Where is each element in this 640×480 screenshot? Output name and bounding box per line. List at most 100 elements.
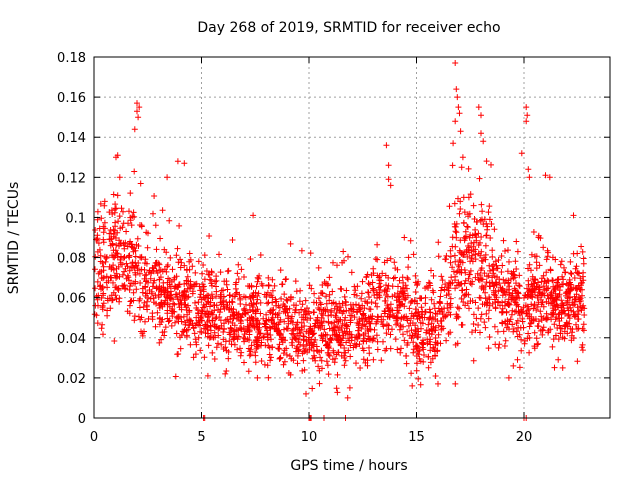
data-point — [366, 344, 372, 351]
data-point — [500, 276, 507, 283]
data-point — [286, 353, 293, 359]
data-point — [517, 312, 523, 319]
data-point — [451, 221, 458, 227]
data-point — [288, 330, 295, 337]
data-point — [492, 304, 499, 311]
data-point — [287, 294, 294, 301]
data-point — [206, 334, 213, 341]
data-point — [351, 314, 358, 321]
data-point — [334, 323, 341, 330]
data-point — [167, 294, 174, 301]
data-point — [438, 287, 444, 294]
data-point — [250, 212, 257, 219]
data-point — [504, 317, 511, 324]
data-point — [580, 255, 587, 262]
data-point — [263, 317, 270, 324]
data-point — [197, 287, 204, 294]
data-point — [376, 289, 383, 296]
data-point — [438, 306, 445, 313]
data-point — [283, 306, 290, 313]
data-point — [503, 277, 510, 284]
data-point — [365, 289, 372, 296]
data-point — [548, 289, 555, 296]
data-point — [230, 306, 237, 313]
data-point — [550, 298, 557, 305]
data-point — [315, 264, 322, 271]
data-point — [185, 278, 192, 285]
data-point — [364, 326, 371, 333]
data-point — [176, 290, 183, 296]
data-point — [478, 112, 484, 119]
data-point — [428, 267, 434, 274]
data-point — [123, 275, 130, 282]
data-point — [565, 312, 572, 319]
data-point — [127, 298, 134, 305]
data-point — [150, 279, 157, 286]
data-point — [192, 269, 199, 276]
data-point — [580, 260, 587, 267]
data-point — [516, 364, 523, 371]
data-point — [452, 228, 459, 235]
data-point — [365, 333, 372, 340]
data-point — [128, 297, 135, 304]
data-point — [189, 320, 196, 327]
data-point — [231, 328, 238, 335]
data-point — [126, 267, 133, 274]
data-point — [416, 313, 423, 320]
data-point — [177, 334, 183, 341]
data-point — [580, 277, 587, 284]
data-point — [456, 110, 463, 117]
data-point — [462, 235, 469, 242]
data-point — [172, 373, 179, 380]
data-point — [498, 253, 505, 259]
data-point — [398, 316, 405, 322]
data-point — [225, 318, 232, 325]
data-point — [325, 343, 332, 350]
data-point — [308, 285, 315, 292]
data-point — [444, 300, 451, 307]
data-point — [268, 316, 275, 323]
data-point — [202, 330, 209, 337]
data-point — [246, 283, 253, 290]
data-point — [180, 328, 187, 335]
data-point — [328, 320, 335, 327]
data-point — [579, 248, 586, 255]
data-point — [368, 272, 375, 279]
data-point — [581, 312, 588, 318]
data-point — [454, 304, 461, 311]
data-point — [323, 358, 330, 365]
data-point — [345, 253, 351, 260]
data-point — [486, 294, 493, 301]
data-point — [403, 313, 410, 320]
data-point — [517, 324, 524, 331]
data-point — [455, 262, 462, 268]
data-point — [449, 162, 456, 169]
data-point — [281, 318, 288, 325]
data-point — [555, 356, 562, 363]
data-point — [487, 267, 493, 274]
data-point — [114, 152, 121, 159]
data-point — [150, 210, 156, 217]
data-point — [541, 278, 548, 285]
data-point — [567, 258, 574, 265]
data-point — [268, 336, 274, 343]
data-point — [325, 312, 332, 319]
data-point — [114, 273, 121, 280]
data-point — [445, 284, 452, 291]
data-point — [442, 281, 449, 288]
data-point — [191, 330, 198, 337]
data-point — [340, 248, 347, 255]
data-point — [470, 321, 477, 327]
data-point — [278, 295, 285, 302]
data-point — [462, 277, 469, 284]
data-point — [495, 288, 502, 295]
data-point — [438, 273, 445, 280]
data-point — [470, 243, 477, 250]
data-point — [149, 283, 156, 290]
data-point — [414, 348, 421, 355]
data-point — [130, 289, 137, 296]
data-point — [573, 321, 579, 328]
data-point — [409, 382, 416, 389]
data-point — [116, 213, 123, 220]
data-point — [174, 293, 181, 300]
